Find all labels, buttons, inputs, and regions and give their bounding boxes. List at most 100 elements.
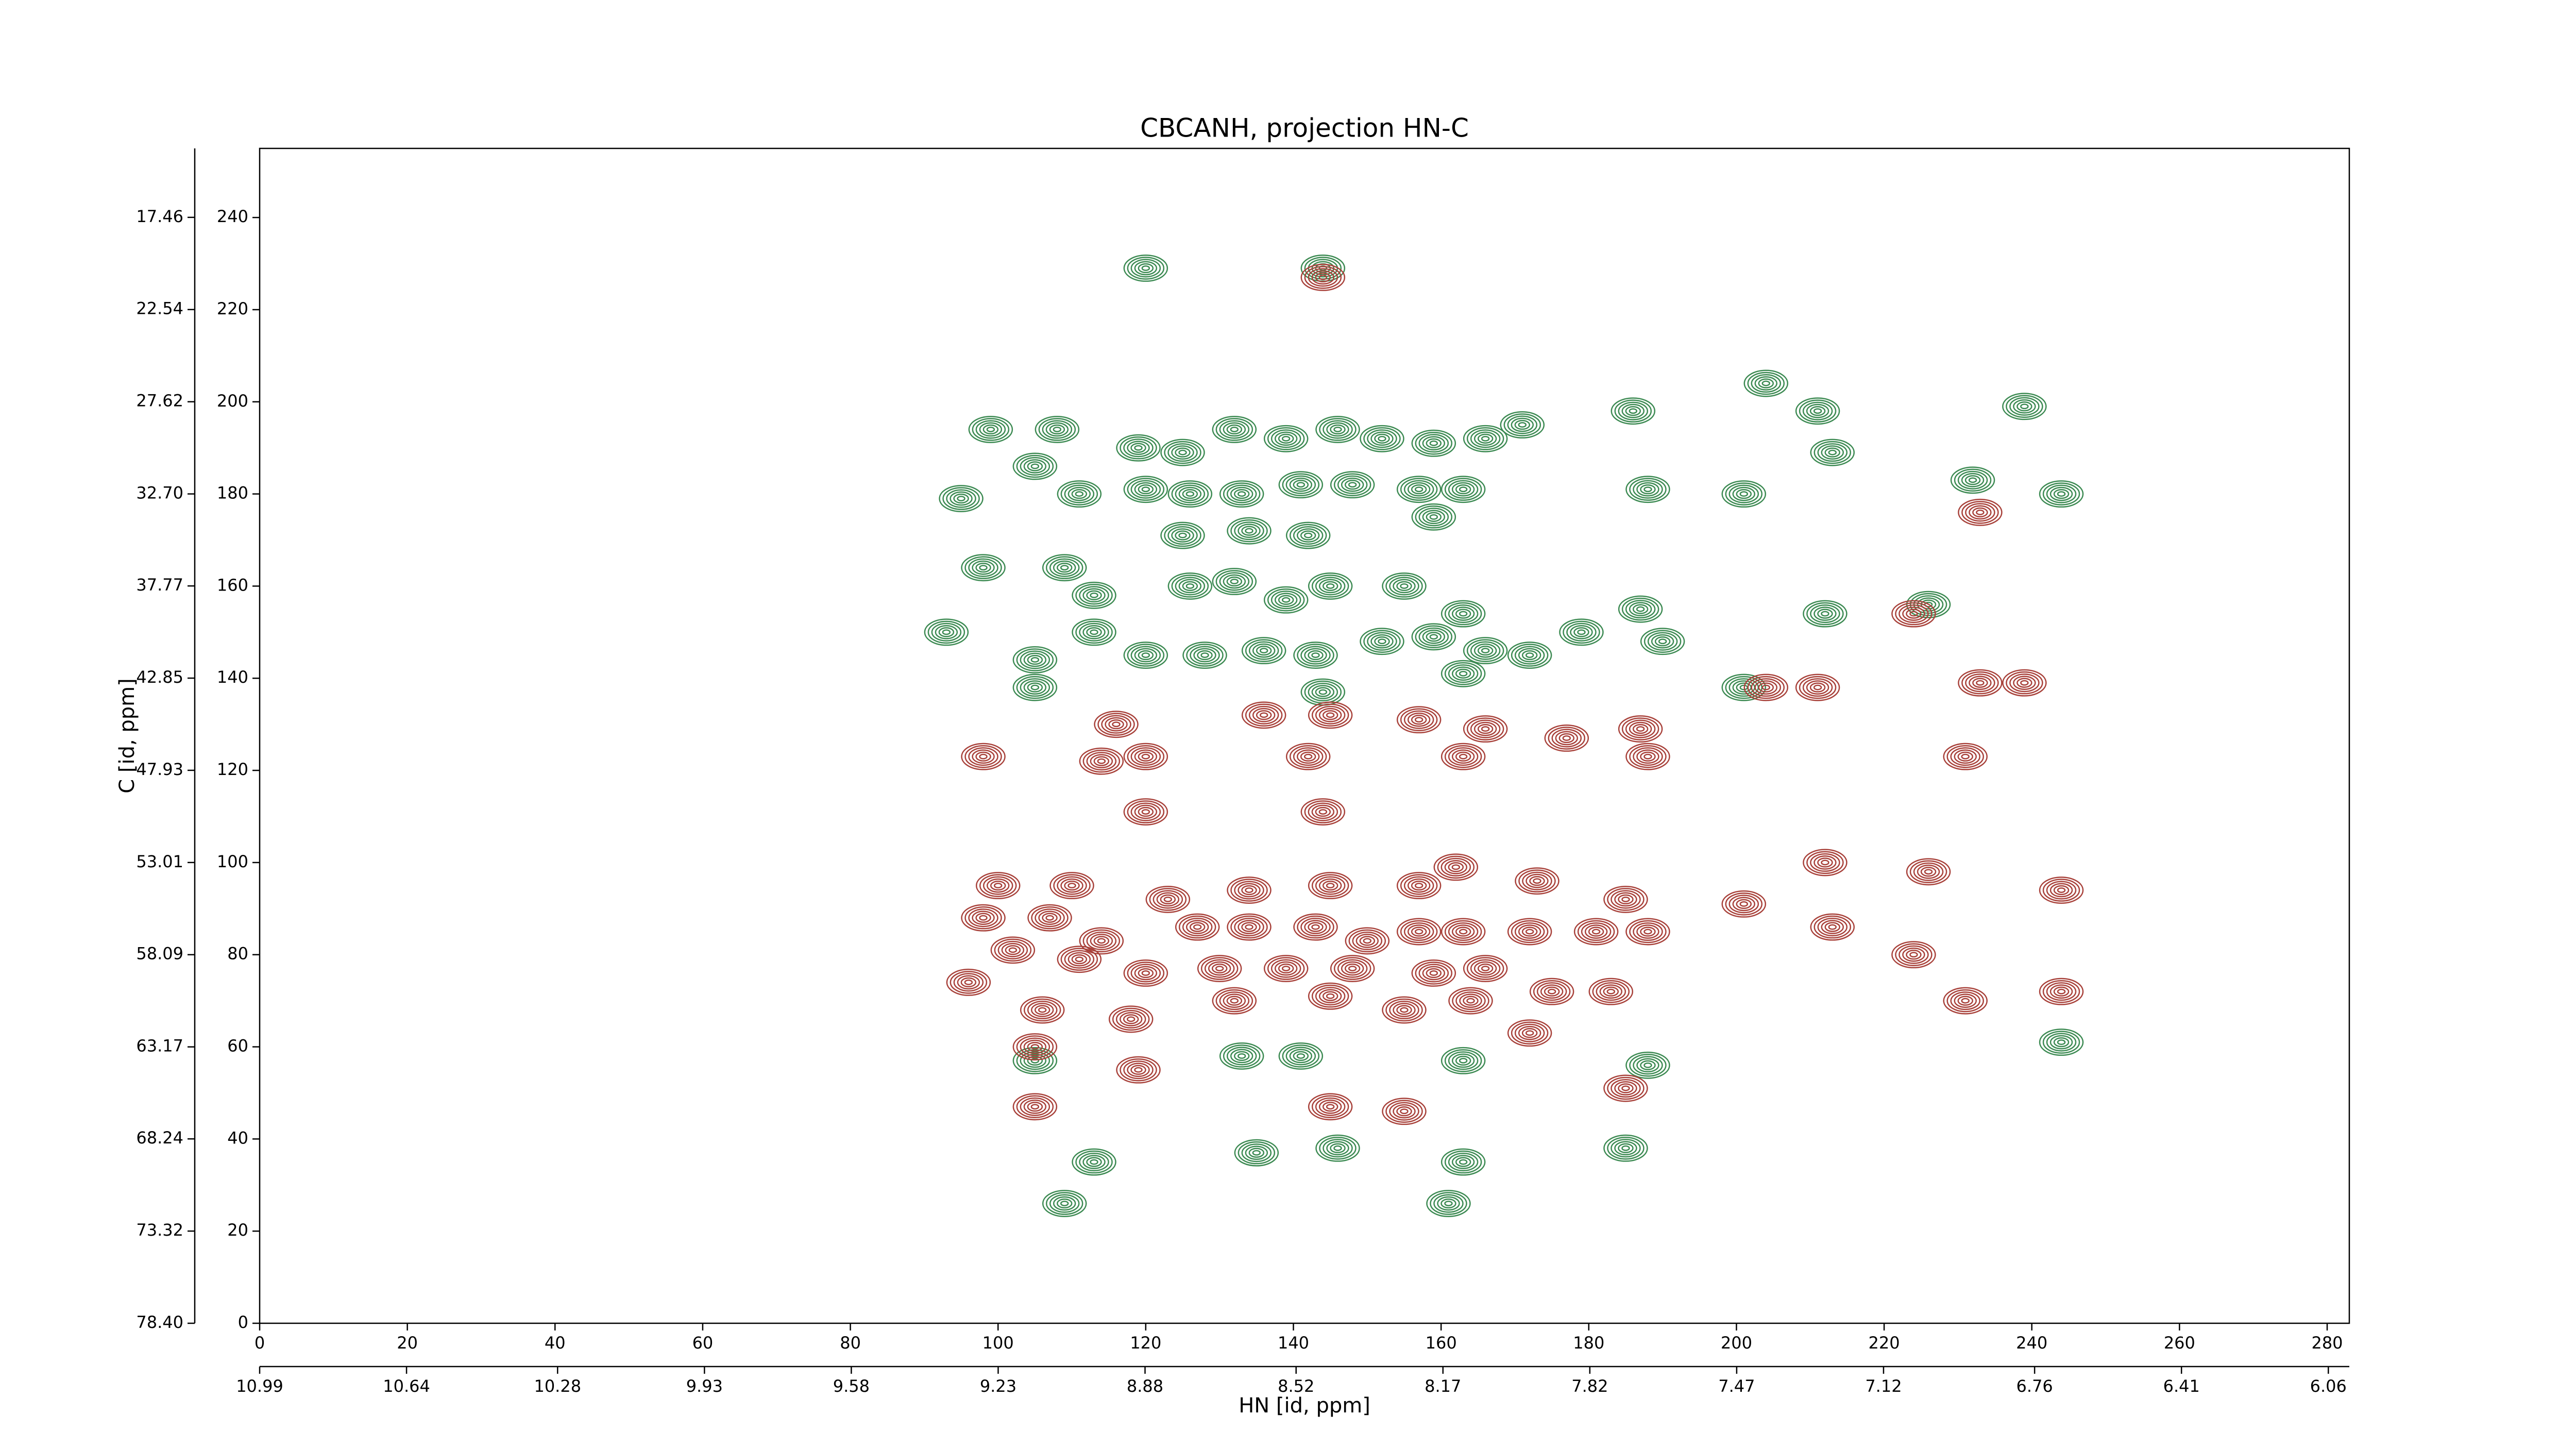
peak	[1440, 600, 1486, 628]
contour-level	[2049, 1035, 2073, 1050]
contour-level	[1810, 853, 1840, 872]
contour-level	[1238, 524, 1261, 538]
peak	[2002, 393, 2047, 420]
contour-level	[1743, 673, 1789, 701]
contour-level	[1060, 1201, 1069, 1206]
contour-level	[1618, 401, 1649, 420]
contour-level	[1654, 636, 1671, 647]
contour-level	[1315, 577, 1346, 596]
peak	[1182, 642, 1227, 669]
peak	[1012, 1093, 1058, 1121]
contour-level	[1330, 424, 1346, 435]
peak	[1278, 1042, 1324, 1070]
contour-level	[1958, 669, 2003, 697]
contour-level	[1035, 908, 1065, 928]
contour-level	[1636, 726, 1645, 732]
peak	[1795, 397, 1840, 425]
contour-level	[1459, 486, 1468, 493]
contour-level	[1570, 625, 1593, 639]
contour-level	[1141, 486, 1150, 493]
contour-level	[1522, 871, 1552, 890]
y-tick-label: 60	[227, 1036, 248, 1056]
contour-level	[1094, 711, 1139, 738]
contour-level	[946, 968, 991, 996]
contour-level	[1079, 747, 1124, 775]
contour-level	[1444, 860, 1468, 874]
peak	[1721, 890, 1767, 918]
contour-level	[1643, 1062, 1652, 1068]
contour-level	[2057, 1039, 2066, 1046]
contour-level	[1824, 922, 1840, 932]
contour-level	[982, 424, 999, 435]
x2-tick-label: 8.52	[1278, 1376, 1314, 1396]
peak	[961, 743, 1006, 770]
contour-level	[1282, 473, 1320, 496]
contour-level	[1293, 747, 1324, 766]
contour-level	[1012, 1047, 1058, 1074]
x2-tick-label: 6.41	[2163, 1376, 2200, 1396]
contour-level	[1385, 998, 1423, 1022]
contour-level	[1023, 1039, 1047, 1054]
contour-level	[1171, 528, 1194, 543]
contour-level	[1507, 918, 1552, 946]
contour-level	[1400, 708, 1438, 731]
contour-level	[1303, 532, 1313, 538]
peak	[1020, 996, 1065, 1024]
contour-level	[1270, 429, 1301, 448]
contour-level	[1223, 993, 1246, 1008]
contour-level	[1175, 530, 1191, 541]
contour-level	[931, 622, 962, 642]
contour-level	[1326, 583, 1335, 589]
contour-level	[1182, 918, 1213, 937]
contour-level	[1389, 1102, 1419, 1121]
contour-level	[1071, 954, 1088, 965]
contour-level	[1909, 952, 1918, 958]
contour-level	[1954, 468, 1992, 492]
contour-level	[1525, 1030, 1534, 1036]
contour-level	[1367, 632, 1397, 651]
contour-level	[1466, 717, 1504, 740]
contour-level	[1042, 1190, 1087, 1217]
contour-level	[1134, 966, 1158, 981]
peak	[1891, 600, 1936, 628]
contour-level	[1333, 957, 1371, 980]
contour-level	[1455, 751, 1471, 762]
contour-level	[1400, 1007, 1409, 1013]
contour-level	[1444, 1201, 1453, 1206]
contour-level	[1640, 926, 1656, 937]
contour-level	[1045, 556, 1083, 579]
contour-level	[1946, 745, 1984, 768]
contour-level	[1629, 920, 1667, 943]
contour-level	[2039, 877, 2084, 904]
contour-level	[2057, 887, 2066, 893]
contour-level	[1315, 1134, 1360, 1162]
contour-level	[1451, 864, 1461, 870]
contour-level	[1814, 855, 1837, 870]
contour-level	[1640, 628, 1685, 655]
contour-level	[1315, 1097, 1346, 1116]
peak	[2039, 978, 2084, 1005]
x-tick-label: 200	[1721, 1333, 1752, 1353]
contour-level	[1393, 579, 1416, 594]
contour-level	[1618, 894, 1634, 905]
contour-level	[1470, 429, 1501, 448]
peak	[2039, 877, 2084, 904]
x2-tick-label: 6.06	[2310, 1376, 2347, 1396]
peak	[1382, 1098, 1427, 1125]
contour-level	[1906, 950, 1922, 960]
contour-level	[1629, 721, 1652, 736]
contour-level	[1079, 1153, 1109, 1172]
contour-level	[1400, 478, 1438, 501]
peak	[1433, 853, 1479, 881]
contour-level	[1012, 646, 1058, 673]
peak	[1463, 955, 1508, 982]
contour-level	[1241, 922, 1257, 932]
contour-level	[1035, 415, 1080, 443]
contour-level	[946, 489, 976, 508]
peak	[1315, 1134, 1360, 1162]
contour-level	[1090, 934, 1113, 948]
peak	[1396, 918, 1442, 946]
contour-level	[1230, 879, 1268, 902]
contour-level	[1389, 1000, 1419, 1020]
contour-level	[1123, 255, 1168, 282]
